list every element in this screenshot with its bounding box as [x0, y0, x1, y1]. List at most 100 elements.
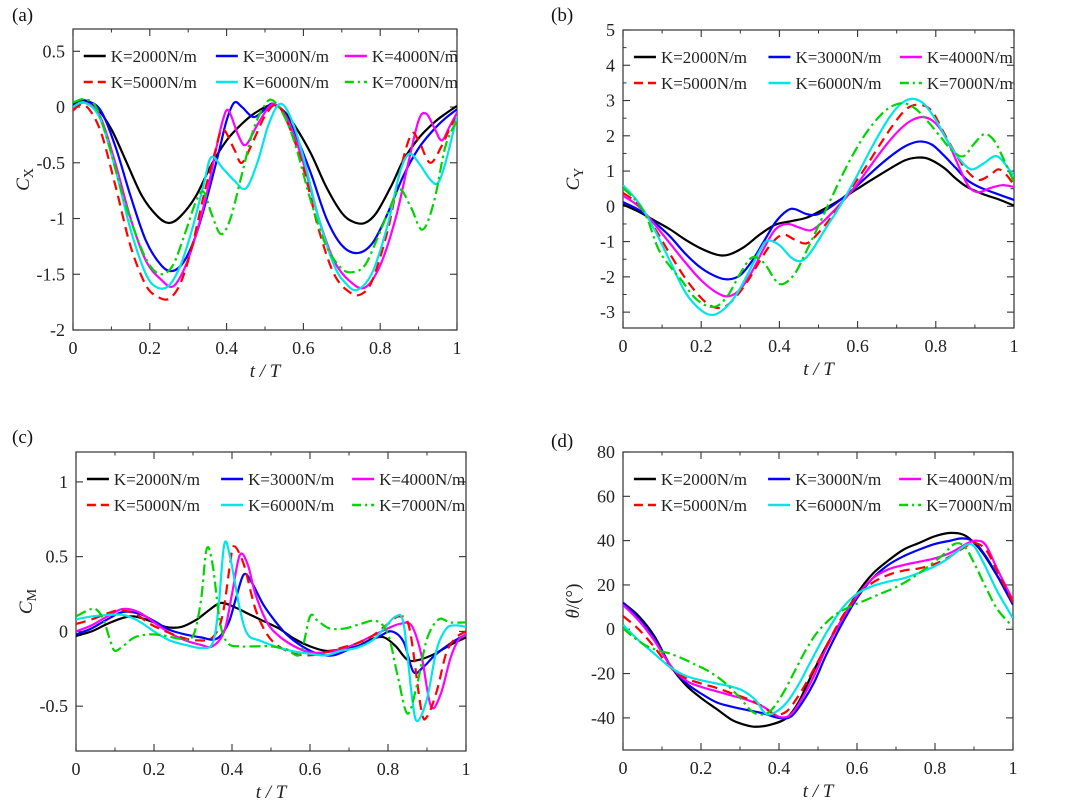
- series-group-a: [73, 98, 457, 301]
- series-c-K=4000N/m: [76, 552, 466, 710]
- legend-label-K=6000N/m: K=6000N/m: [243, 73, 329, 92]
- svg-text:0.5: 0.5: [43, 41, 66, 61]
- legend-label-K=2000N/m: K=2000N/m: [661, 470, 747, 489]
- legend-label-K=4000N/m: K=4000N/m: [372, 47, 458, 66]
- x-axis-label-d: t / T: [803, 781, 835, 802]
- panel-c-tag: (c): [12, 427, 34, 448]
- legend-label-K=2000N/m: K=2000N/m: [114, 470, 200, 489]
- series-group-d: [623, 531, 1013, 728]
- svg-text:0.8: 0.8: [377, 759, 400, 779]
- svg-text:CM: CM: [16, 588, 40, 614]
- chart-b: 0 0.2 0.4 0.6 0.8 1 5 4 3 2 1 0 -1 -2 -3 t / T CY K=2000N…: [563, 20, 1019, 380]
- svg-text:1: 1: [606, 161, 615, 181]
- svg-text:CY: CY: [563, 168, 587, 191]
- legend-c: K=2000N/m K=3000N/m K=4000N/m K=5000N/m K=60…: [86, 470, 465, 515]
- svg-text:0.2: 0.2: [139, 338, 162, 358]
- svg-text:-1: -1: [50, 209, 65, 229]
- svg-text:0.8: 0.8: [369, 338, 392, 358]
- svg-text:0: 0: [56, 97, 65, 117]
- svg-text:0.6: 0.6: [846, 336, 869, 356]
- legend-label-K=7000N/m: K=7000N/m: [379, 496, 465, 515]
- panel-a: (a) 0 0.2 0.4 0.6 0.8 1 0.5 0 -0.5 -1 -1.5 -2 t / T C…: [0, 0, 540, 403]
- svg-text:0: 0: [72, 759, 81, 779]
- legend-label-K=4000N/m: K=4000N/m: [379, 470, 465, 489]
- legend-d: K=2000N/m K=3000N/m K=4000N/m K=5000N/m K=60…: [633, 470, 1012, 515]
- svg-text:0.4: 0.4: [768, 336, 791, 356]
- svg-text:1: 1: [453, 338, 462, 358]
- svg-text:40: 40: [597, 531, 615, 551]
- series-b-K=2000N/m: [623, 156, 1014, 257]
- svg-text:1: 1: [1009, 758, 1018, 778]
- svg-text:θ/(°): θ/(°): [563, 584, 584, 619]
- series-b-K=7000N/m: [623, 102, 1014, 309]
- series-d-K=6000N/m: [623, 542, 1013, 716]
- svg-text:0: 0: [69, 338, 78, 358]
- svg-text:-2: -2: [50, 320, 65, 340]
- chart-a: 0 0.2 0.4 0.6 0.8 1 0.5 0 -0.5 -1 -1.5 -2 t / T CX K=2…: [13, 28, 462, 382]
- panel-a-tag: (a): [12, 5, 34, 26]
- legend-b: K=2000N/m K=3000N/m K=4000N/m K=5000N/m K=60…: [633, 48, 1013, 93]
- svg-text:0.2: 0.2: [690, 758, 713, 778]
- legend-label-K=2000N/m: K=2000N/m: [111, 47, 197, 66]
- series-c-K=5000N/m: [76, 545, 466, 721]
- panel-d: (d) 0 0.2 0.4 0.6 0.8 1 80 60 40 20 0 -20 -40 t / T θ/…: [540, 403, 1080, 806]
- series-a-K=6000N/m: [73, 101, 457, 292]
- svg-text:0.6: 0.6: [299, 759, 322, 779]
- series-d-K=3000N/m: [623, 537, 1013, 720]
- svg-text:0.2: 0.2: [690, 336, 713, 356]
- svg-text:4: 4: [606, 55, 615, 75]
- panel-b-tag: (b): [551, 5, 574, 26]
- legend-label-K=7000N/m: K=7000N/m: [927, 74, 1013, 93]
- svg-text:-2: -2: [600, 267, 615, 287]
- y-axis-label-c: CM: [16, 588, 40, 614]
- legend-label-K=3000N/m: K=3000N/m: [795, 470, 881, 489]
- svg-text:0.4: 0.4: [215, 338, 238, 358]
- y-axis-label-a: CX: [13, 168, 37, 191]
- axes-c: 0 0.2 0.4 0.6 0.8 1 1 0.5 0 -0.5: [40, 451, 471, 779]
- svg-text:80: 80: [597, 442, 615, 462]
- series-a-K=4000N/m: [73, 101, 457, 290]
- series-d-K=2000N/m: [623, 531, 1013, 728]
- axes-d: 0 0.2 0.4 0.6 0.8 1 80 60 40 20 0 -20 -40: [591, 442, 1018, 778]
- svg-text:0.6: 0.6: [292, 338, 315, 358]
- svg-text:5: 5: [606, 20, 615, 40]
- legend-label-K=3000N/m: K=3000N/m: [795, 48, 881, 67]
- svg-text:-1: -1: [600, 232, 615, 252]
- svg-text:t / T: t / T: [250, 361, 282, 382]
- svg-text:1: 1: [59, 472, 68, 492]
- series-b-K=5000N/m: [623, 103, 1014, 310]
- legend-label-K=4000N/m: K=4000N/m: [926, 470, 1012, 489]
- svg-text:1: 1: [1010, 336, 1019, 356]
- svg-text:0.4: 0.4: [768, 758, 791, 778]
- svg-text:CX: CX: [13, 168, 37, 191]
- series-group-b: [623, 97, 1014, 317]
- legend-label-K=5000N/m: K=5000N/m: [114, 496, 200, 515]
- x-axis-label-b: t / T: [803, 359, 835, 380]
- legend-label-K=5000N/m: K=5000N/m: [111, 73, 197, 92]
- svg-text:2: 2: [606, 126, 615, 146]
- svg-text:-40: -40: [591, 708, 615, 728]
- svg-text:0.5: 0.5: [46, 547, 69, 567]
- legend-a: K=2000N/m K=3000N/m K=4000N/m K=5000N/m K=60…: [83, 47, 458, 92]
- legend-label-K=3000N/m: K=3000N/m: [243, 47, 329, 66]
- legend-label-K=5000N/m: K=5000N/m: [661, 496, 747, 515]
- series-d-K=4000N/m: [623, 539, 1013, 719]
- panel-c: (c) 0 0.2 0.4 0.6 0.8 1 1 0.5 0 -0.5 t / T CM K=2000…: [0, 403, 540, 806]
- series-c-K=6000N/m: [76, 540, 466, 723]
- svg-text:3: 3: [606, 91, 615, 111]
- panel-d-tag: (d): [551, 431, 574, 452]
- legend-label-K=2000N/m: K=2000N/m: [661, 48, 747, 67]
- svg-text:0: 0: [606, 619, 615, 639]
- y-axis-label-d: θ/(°): [563, 584, 584, 619]
- svg-text:-1.5: -1.5: [37, 264, 66, 284]
- series-d-K=5000N/m: [623, 541, 1013, 716]
- legend-label-K=5000N/m: K=5000N/m: [661, 74, 747, 93]
- series-c-K=7000N/m: [76, 546, 466, 715]
- svg-text:0.8: 0.8: [924, 758, 947, 778]
- svg-text:0: 0: [59, 621, 68, 641]
- legend-label-K=6000N/m: K=6000N/m: [795, 74, 881, 93]
- series-group-c: [76, 540, 466, 723]
- series-b-K=4000N/m: [623, 115, 1014, 298]
